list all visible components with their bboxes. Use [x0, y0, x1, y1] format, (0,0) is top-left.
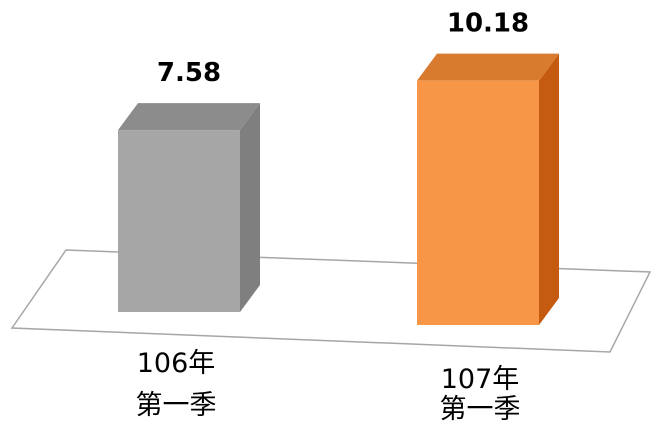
bar-top-0 — [118, 103, 260, 130]
data-label-0: 7.58 — [157, 58, 221, 88]
category-label-0-0: 106年 — [137, 348, 216, 379]
bar-side-1 — [539, 54, 559, 325]
category-label-0-1: 第一季 — [136, 390, 217, 421]
category-label-1-0: 107年 — [441, 364, 520, 395]
bar-1 — [417, 81, 539, 325]
bar-top-1 — [417, 54, 559, 81]
bar-0 — [118, 130, 240, 312]
category-label-1-1: 第一季 — [440, 394, 521, 424]
data-label-1: 10.18 — [447, 9, 529, 39]
bar-side-0 — [240, 103, 260, 312]
